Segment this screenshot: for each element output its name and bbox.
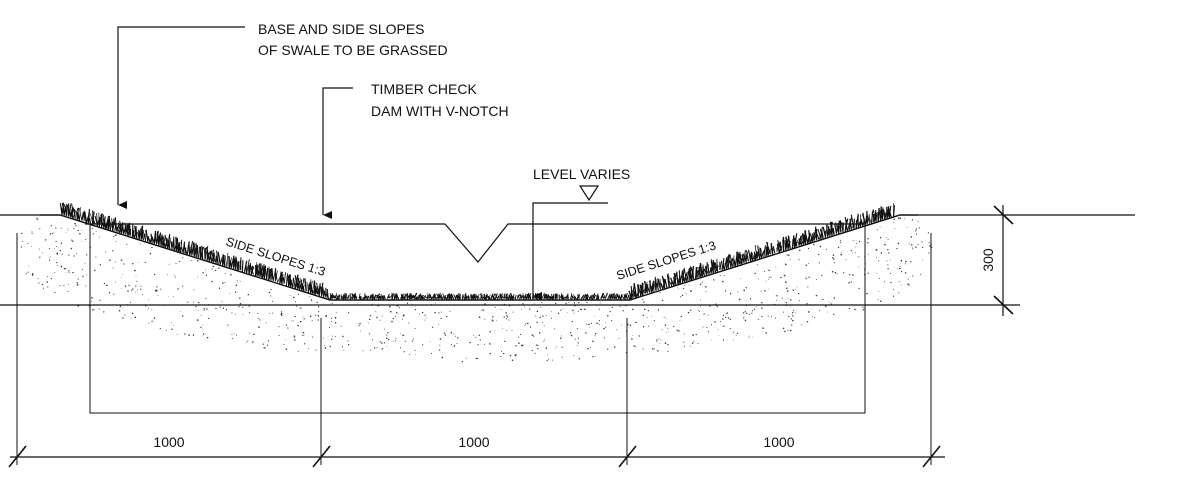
depth-dimension: 300 bbox=[980, 205, 1013, 316]
dim-width-right: 1000 bbox=[763, 434, 794, 450]
grass-band bbox=[60, 203, 894, 300]
dim-width-center: 1000 bbox=[458, 434, 489, 450]
callout-dam: TIMBER CHECK DAM WITH V-NOTCH bbox=[323, 81, 509, 215]
callout-dam-line1: TIMBER CHECK bbox=[371, 81, 477, 97]
callout-dam-line2: DAM WITH V-NOTCH bbox=[371, 103, 509, 119]
dim-depth: 300 bbox=[980, 248, 996, 272]
level-varies-marker: LEVEL VARIES bbox=[533, 166, 630, 296]
callout-grass-line2: OF SWALE TO BE GRASSED bbox=[258, 42, 448, 58]
ground-surface-lines bbox=[0, 215, 1135, 305]
level-varies-label: LEVEL VARIES bbox=[533, 166, 630, 182]
horizontal-dimension: 1000 1000 1000 bbox=[9, 233, 945, 467]
dim-width-left: 1000 bbox=[153, 434, 184, 450]
swale-profile-line bbox=[40, 215, 918, 300]
callout-grass-line1: BASE AND SIDE SLOPES bbox=[258, 21, 425, 37]
